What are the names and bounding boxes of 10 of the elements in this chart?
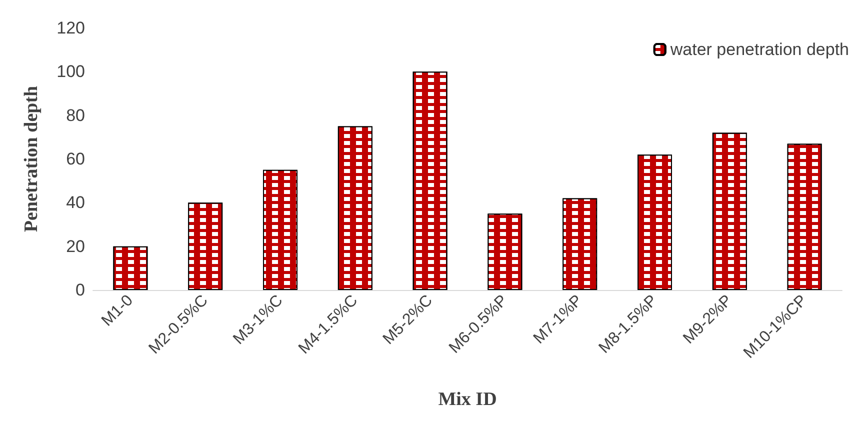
y-axis-title: Penetration depth	[21, 85, 42, 232]
y-tick-label: 100	[56, 62, 85, 82]
y-tick-label: 0	[76, 280, 85, 300]
y-tick-label: 80	[66, 106, 85, 125]
legend-label: water penetration depth	[669, 40, 849, 59]
y-tick-label: 60	[66, 150, 85, 168]
y-tick-label: 20	[66, 236, 85, 256]
y-tick-label: 120	[56, 18, 85, 38]
y-tick-label: 40	[66, 193, 85, 212]
x-axis-title: Mix ID	[438, 389, 497, 410]
